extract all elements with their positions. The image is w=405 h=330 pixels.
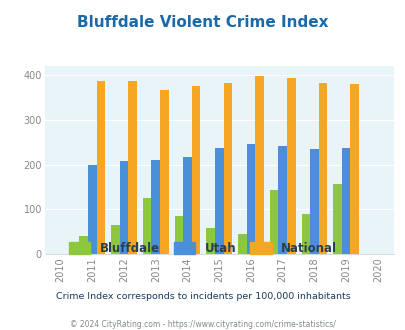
Bar — [206, 228, 214, 254]
Bar — [309, 149, 318, 254]
Bar — [238, 234, 246, 254]
Legend: Bluffdale, Utah, National: Bluffdale, Utah, National — [64, 237, 341, 260]
Bar — [286, 78, 295, 254]
Text: Crime Index corresponds to incidents per 100,000 inhabitants: Crime Index corresponds to incidents per… — [55, 292, 350, 301]
Bar — [96, 81, 105, 254]
Bar — [301, 214, 309, 254]
Bar — [246, 145, 255, 254]
Bar — [255, 76, 263, 254]
Text: © 2024 CityRating.com - https://www.cityrating.com/crime-statistics/: © 2024 CityRating.com - https://www.city… — [70, 320, 335, 329]
Bar — [269, 190, 278, 254]
Bar — [183, 157, 191, 254]
Text: Bluffdale Violent Crime Index: Bluffdale Violent Crime Index — [77, 15, 328, 30]
Bar — [174, 216, 183, 254]
Bar — [350, 84, 358, 254]
Bar — [278, 146, 286, 254]
Bar — [88, 165, 96, 254]
Bar — [128, 81, 136, 254]
Bar — [119, 161, 128, 254]
Bar — [223, 82, 232, 254]
Bar — [151, 160, 160, 254]
Bar — [111, 225, 119, 254]
Bar — [341, 148, 350, 254]
Bar — [318, 83, 326, 254]
Bar — [79, 236, 88, 254]
Bar — [333, 184, 341, 254]
Bar — [143, 198, 151, 254]
Bar — [214, 148, 223, 254]
Bar — [160, 90, 168, 254]
Bar — [191, 86, 200, 254]
